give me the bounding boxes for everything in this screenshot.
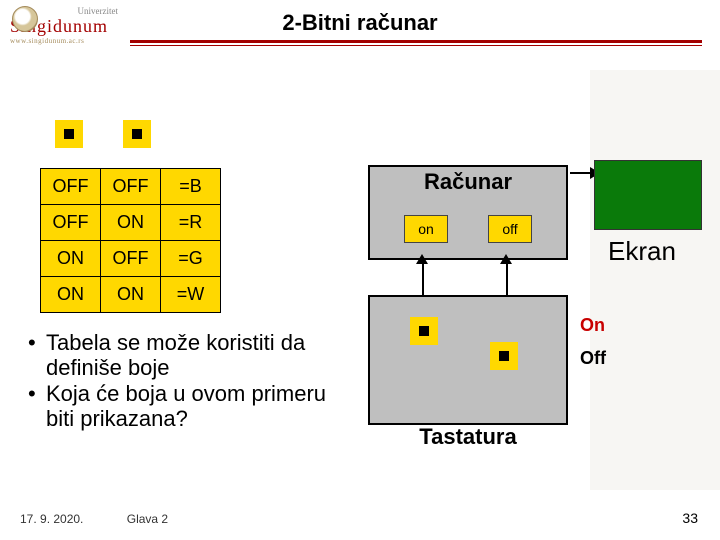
keyboard-panel [368, 295, 568, 425]
key-dot-icon [64, 129, 74, 139]
bullet-marker: • [28, 330, 46, 381]
table-cell: ON [101, 277, 161, 313]
bullet-line: Tabela se može koristiti da definiše boj… [46, 330, 358, 381]
table-cell: OFF [101, 241, 161, 277]
table-cell: =W [161, 277, 221, 313]
table-cell: OFF [41, 205, 101, 241]
cpu-off-label: off [502, 221, 517, 237]
state-label-on: On [580, 315, 605, 336]
key-dot-icon [499, 351, 509, 361]
bullet-text: • Tabela se može koristiti da definiše b… [28, 330, 358, 431]
watermark [590, 70, 720, 490]
table-cell: ON [41, 241, 101, 277]
footer: 17. 9. 2020. Glava 2 [20, 512, 168, 526]
arrow-up-icon [416, 254, 428, 264]
logo-url: www.singidunum.ac.rs [10, 37, 130, 45]
table-cell: ON [41, 277, 101, 313]
table-row: ON ON =W [41, 277, 221, 313]
example-key [55, 120, 83, 148]
table-cell: OFF [101, 169, 161, 205]
state-label-off: Off [580, 348, 606, 369]
table-cell: =R [161, 205, 221, 241]
key-dot-icon [132, 129, 142, 139]
example-key [123, 120, 151, 148]
computer-panel: Računar on off [368, 165, 568, 260]
cpu-on-label: on [418, 221, 434, 237]
display-screen [594, 160, 702, 230]
header-rule [130, 40, 702, 46]
computer-label: Računar [370, 169, 566, 195]
table-row: OFF OFF =B [41, 169, 221, 205]
footer-chapter: Glava 2 [127, 512, 168, 526]
page-title: 2-Bitni računar [282, 10, 437, 35]
keyboard-label: Tastatura [368, 424, 568, 450]
table-row: OFF ON =R [41, 205, 221, 241]
bullet-line: Koja će boja u ovom primeru biti prikaza… [46, 381, 358, 432]
keyboard-key-on[interactable] [410, 317, 438, 345]
truth-table: OFF OFF =B OFF ON =R ON OFF =G ON ON =W [40, 168, 221, 313]
footer-date: 17. 9. 2020. [20, 512, 83, 526]
page-number: 33 [682, 510, 698, 526]
table-cell: =B [161, 169, 221, 205]
table-cell: ON [101, 205, 161, 241]
university-logo: Univerzitet Singidunum www.singidunum.ac… [10, 6, 130, 45]
screen-label: Ekran [608, 236, 676, 267]
keyboard-key-off[interactable] [490, 342, 518, 370]
cpu-off-button[interactable]: off [488, 215, 532, 243]
table-cell: OFF [41, 169, 101, 205]
example-keys [55, 120, 151, 148]
table-cell: =G [161, 241, 221, 277]
cpu-on-button[interactable]: on [404, 215, 448, 243]
arrow-up-icon [500, 254, 512, 264]
key-dot-icon [419, 326, 429, 336]
bullet-marker: • [28, 381, 46, 432]
logo-emblem-icon [12, 6, 38, 32]
table-row: ON OFF =G [41, 241, 221, 277]
